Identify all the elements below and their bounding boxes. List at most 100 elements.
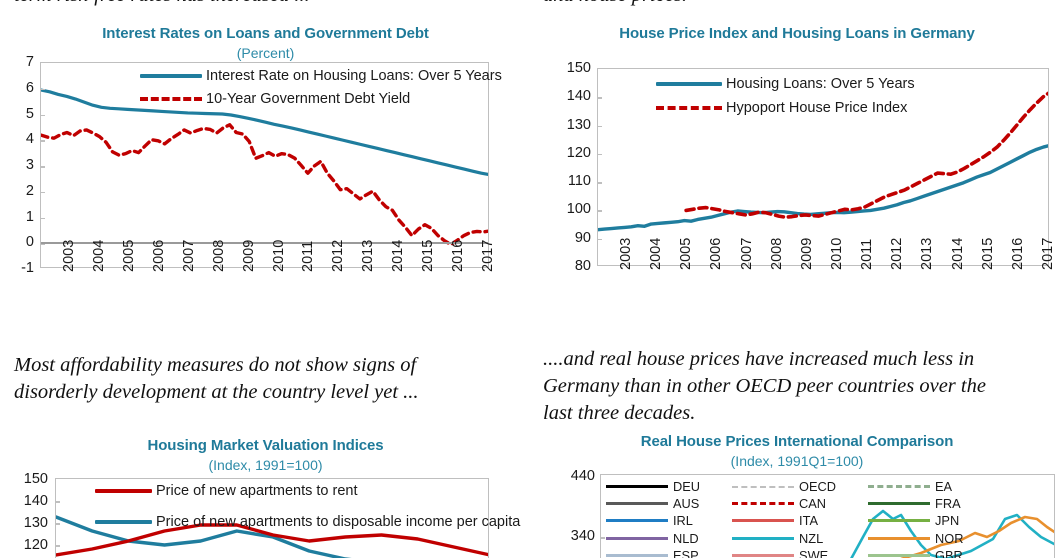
narrative-bottom-left: Most affordability measures do not show … <box>14 354 419 403</box>
legend-label: NOR <box>935 530 964 546</box>
ytick: 3 <box>25 157 34 173</box>
legend-house-price-loans: Housing Loans: Over 5 Years Hypoport Hou… <box>656 74 915 118</box>
ytick: 1 <box>25 208 34 225</box>
panel-house-price-loans: and house prices. House Price Index and … <box>531 0 1063 340</box>
xtick-label: 2006 <box>708 237 725 270</box>
legend-item: AUS <box>606 495 700 512</box>
chart-title-interest-rates: Interest Rates on Loans and Government D… <box>102 25 429 42</box>
plot-area-interest-rates <box>40 62 489 268</box>
legend-swatch-dashed-icon <box>732 502 795 506</box>
legend-label: ITA <box>799 513 818 529</box>
ytick: 140 <box>566 88 591 105</box>
chart-title-real-house-prices: Real House Prices International Comparis… <box>640 433 954 450</box>
legend-interest-rates: Interest Rate on Housing Loans: Over 5 Y… <box>140 66 502 109</box>
legend-swatch-dashdot-icon <box>732 485 795 488</box>
ytick: 340 <box>570 528 595 544</box>
chart-subtitle-interest-rates: (Percent) <box>236 45 295 61</box>
legend-item: OECD <box>732 478 836 495</box>
xtick-label: 2008 <box>210 239 227 272</box>
xtick-label: 2014 <box>390 239 407 272</box>
legend-item: NZL <box>732 530 836 547</box>
legend-label: OECD <box>799 479 837 495</box>
xtick-label: 2017 <box>480 239 497 272</box>
yaxis-house-price-loans: 150 140 130 120 110 100 90 80 <box>551 60 591 274</box>
legend-swatch-line-icon <box>606 553 668 557</box>
legend-item: 10-Year Government Debt Yield <box>140 89 502 109</box>
legend-item: Interest Rate on Housing Loans: Over 5 Y… <box>140 66 502 86</box>
legend-swatch-line-icon <box>732 536 795 540</box>
series-lines-interest-rates <box>41 88 488 267</box>
chart-title-housing-valuation: Housing Market Valuation Indices <box>147 437 384 454</box>
chart-subtitle-housing-valuation: (Index, 1991=100) <box>208 457 323 473</box>
ytick: 150 <box>566 60 591 76</box>
panel-real-house-prices: ....and real house prices have increased… <box>531 340 1063 558</box>
legend-column-2: OECD CAN ITA NZL SWE <box>732 478 836 558</box>
legend-label: 10-Year Government Debt Yield <box>206 91 411 107</box>
legend-item: NLD <box>606 530 700 547</box>
panel-housing-valuation: Most affordability measures do not show … <box>0 340 531 558</box>
legend-item: EA <box>868 478 963 495</box>
narrative-top-right: and house prices. <box>543 0 1048 9</box>
legend-item: IRL <box>606 512 700 529</box>
legend-item: NOR <box>868 530 963 547</box>
legend-item: Housing Loans: Over 5 Years <box>656 74 915 94</box>
legend-label: GBR <box>935 547 963 558</box>
legend-item: JPN <box>868 512 963 529</box>
ytick: 150 <box>23 471 48 487</box>
plot-area-house-price-loans <box>597 68 1049 266</box>
legend-label: EA <box>935 479 953 495</box>
panel-interest-rates: term risk-free rates has increased ... I… <box>0 0 531 340</box>
ytick: 4 <box>25 131 34 148</box>
legend-swatch-line-icon <box>606 485 668 489</box>
xtick-label: 2014 <box>949 237 966 270</box>
narrative-top-left: term risk-free rates has increased ... <box>14 0 514 9</box>
legend-item: Price of new apartments to disposable in… <box>95 512 520 532</box>
legend-housing-valuation: Price of new apartments to rent Price of… <box>95 481 520 532</box>
legend-item: Hypoport House Price Index <box>656 98 915 118</box>
yaxis-housing-valuation: 150 140 130 120 <box>0 471 48 558</box>
plot-area-housing-valuation <box>55 478 489 558</box>
xtick-label: 2011 <box>859 238 876 270</box>
xtick-label: 2013 <box>360 239 377 272</box>
series-lines-house-price-loans <box>598 91 1048 265</box>
legend-item: GBR <box>868 547 963 558</box>
plot-area-real-house-prices <box>600 474 1055 558</box>
xtick-label: 2010 <box>829 237 845 270</box>
legend-swatch-dashed-icon <box>140 97 202 101</box>
xtick-label: 2016 <box>1009 237 1026 270</box>
legend-swatch-line-icon <box>732 553 795 557</box>
xtick-label: 2004 <box>648 237 665 270</box>
legend-item: DEU <box>606 478 700 495</box>
xtick-label: 2003 <box>60 239 77 272</box>
legend-swatch-line-icon <box>95 520 152 524</box>
legend-label: NLD <box>673 530 699 546</box>
xtick-label: 2005 <box>120 239 137 272</box>
xtick-label: 2009 <box>798 237 815 270</box>
ytick: 90 <box>574 229 591 246</box>
xtick-label: 2004 <box>90 239 107 272</box>
chart-subtitle-real-house-prices: (Index, 1991Q1=100) <box>730 453 864 469</box>
legend-label: CAN <box>799 496 827 512</box>
legend-swatch-line-icon <box>95 489 152 493</box>
legend-column-3: EA FRA JPN NOR GBR <box>868 478 963 558</box>
legend-label: IRL <box>673 513 693 529</box>
xtick-label: 2007 <box>738 237 755 270</box>
legend-item: Price of new apartments to rent <box>95 481 520 501</box>
legend-swatch-line-icon <box>732 519 795 523</box>
ytick: 2 <box>25 182 34 199</box>
legend-label: Price of new apartments to rent <box>156 483 358 499</box>
zero-line <box>41 242 488 244</box>
series-lines-housing-valuation <box>56 515 488 558</box>
legend-label: Interest Rate on Housing Loans: Over 5 Y… <box>206 68 502 84</box>
legend-swatch-dashed-icon <box>868 485 931 489</box>
legend-label: Price of new apartments to disposable in… <box>156 514 521 530</box>
xtick-label: 2009 <box>240 239 257 272</box>
xtick-label: 2006 <box>150 239 167 272</box>
xtick-label: 2012 <box>889 237 906 270</box>
xtick-label: 2010 <box>270 239 287 272</box>
xtick-label: 2015 <box>979 237 996 270</box>
ytick: 110 <box>567 173 591 190</box>
series-lines-real-house-prices <box>850 509 1054 558</box>
